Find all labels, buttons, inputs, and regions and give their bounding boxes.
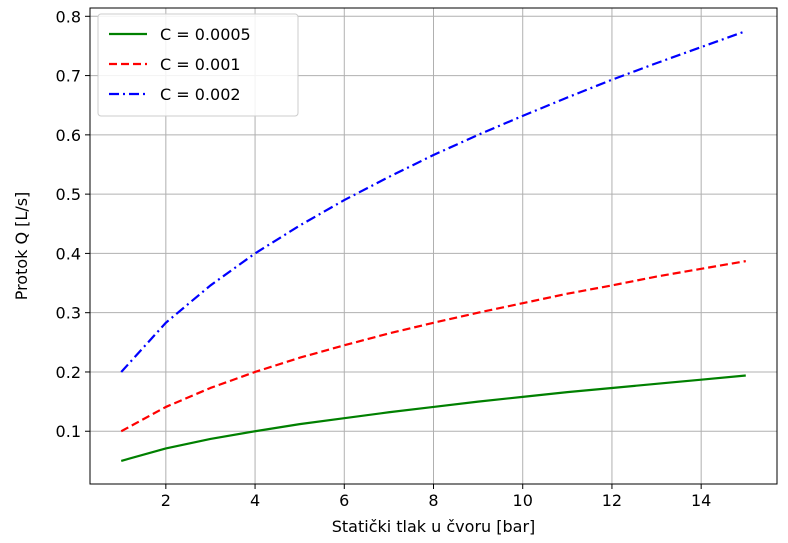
axis-ticks: 2 4 6 8 10 12 14 0.1 0.2 0.3 0.4 0.5 0.6 0.7 0.8 [56, 7, 712, 510]
series-lines [120, 30, 747, 462]
y-axis-label: Protok Q [L/s] [12, 192, 31, 301]
x-tick-label: 4 [250, 491, 260, 510]
legend-box [97, 13, 299, 117]
x-tick-label: 12 [602, 491, 622, 510]
y-tick-label: 0.6 [56, 126, 81, 145]
legend-label-1: C = 0.0005 [160, 25, 251, 44]
series-line-3 [120, 30, 747, 373]
y-tick-label: 0.5 [56, 185, 81, 204]
legend-label-3: C = 0.002 [160, 85, 241, 104]
y-tick-label: 0.3 [56, 304, 81, 323]
series-line-2 [120, 260, 746, 433]
y-tick-label: 0.8 [56, 7, 81, 26]
y-tick-label: 0.1 [56, 422, 81, 441]
legend-label-2: C = 0.001 [160, 55, 241, 74]
grid-lines [90, 8, 777, 484]
y-tick-label: 0.4 [56, 244, 81, 263]
x-axis-label: Statički tlak u čvoru [bar] [332, 517, 536, 536]
x-tick-label: 2 [161, 491, 171, 510]
y-tick-label: 0.2 [56, 363, 81, 382]
x-tick-label: 10 [513, 491, 533, 510]
x-tick-label: 14 [691, 491, 711, 510]
legend: C = 0.0005 C = 0.001 C = 0.002 [97, 13, 299, 117]
x-tick-label: 6 [339, 491, 349, 510]
y-tick-label: 0.7 [56, 67, 81, 86]
series-line-1 [120, 374, 746, 462]
x-tick-label: 8 [428, 491, 438, 510]
